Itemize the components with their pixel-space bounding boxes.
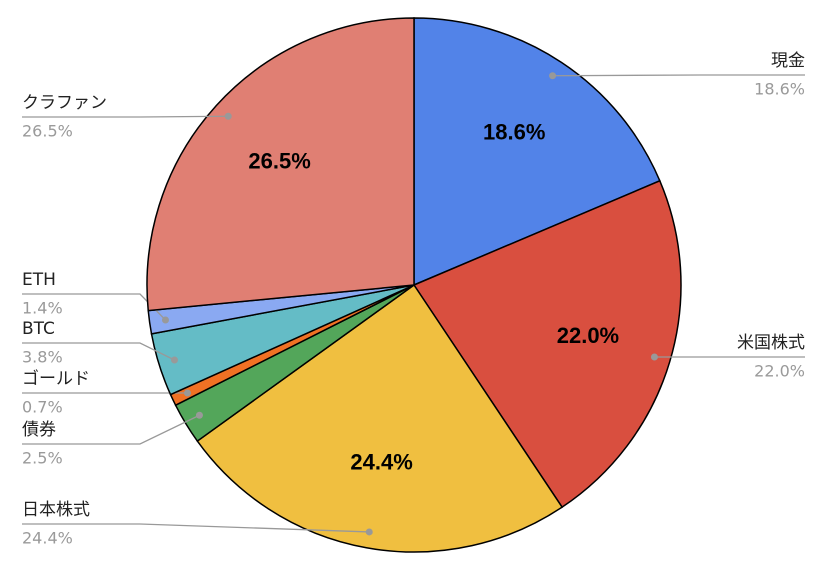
slice-label: 18.6% <box>483 119 545 144</box>
legend-label: BTC <box>22 319 55 339</box>
slice-label: 22.0% <box>557 323 619 348</box>
leader-line <box>22 293 166 321</box>
legend-value: 3.8% <box>22 348 63 367</box>
legend-label: 日本株式 <box>22 500 90 520</box>
leader-dot <box>195 411 203 419</box>
pie-slice <box>412 179 682 509</box>
leader-line <box>22 115 229 118</box>
leader-dot <box>224 112 232 120</box>
pie-slice <box>413 17 661 287</box>
legend-label: 米国株式 <box>737 333 805 353</box>
legend-value: 24.4% <box>22 529 73 548</box>
slice-label: 24.4% <box>350 449 412 474</box>
legend-value: 2.5% <box>22 449 63 468</box>
pie-slice <box>196 283 564 553</box>
legend-value: 18.6% <box>754 80 805 99</box>
leader-line <box>22 342 175 361</box>
legend-label: 債券 <box>22 420 56 440</box>
leader-dot <box>549 72 557 80</box>
leader-dot <box>183 389 191 397</box>
legend-label: クラファン <box>22 93 107 113</box>
legend-label: ETH <box>22 270 56 290</box>
leader-line <box>552 74 805 77</box>
legend-label: 現金 <box>771 51 805 71</box>
leader-dot <box>161 316 169 324</box>
leader-line <box>22 414 200 445</box>
legend-value: 0.7% <box>22 398 63 417</box>
legend-label: ゴールド <box>22 368 90 389</box>
legend-value: 22.0% <box>754 362 805 381</box>
leader-line <box>22 523 370 533</box>
legend-value: 26.5% <box>22 122 73 141</box>
slice-label: 26.5% <box>248 149 310 174</box>
pie-slice <box>146 17 415 312</box>
leader-dot <box>365 528 373 536</box>
leader-dot <box>650 353 658 361</box>
leader-dot <box>170 356 178 364</box>
legend-value: 1.4% <box>22 299 63 318</box>
